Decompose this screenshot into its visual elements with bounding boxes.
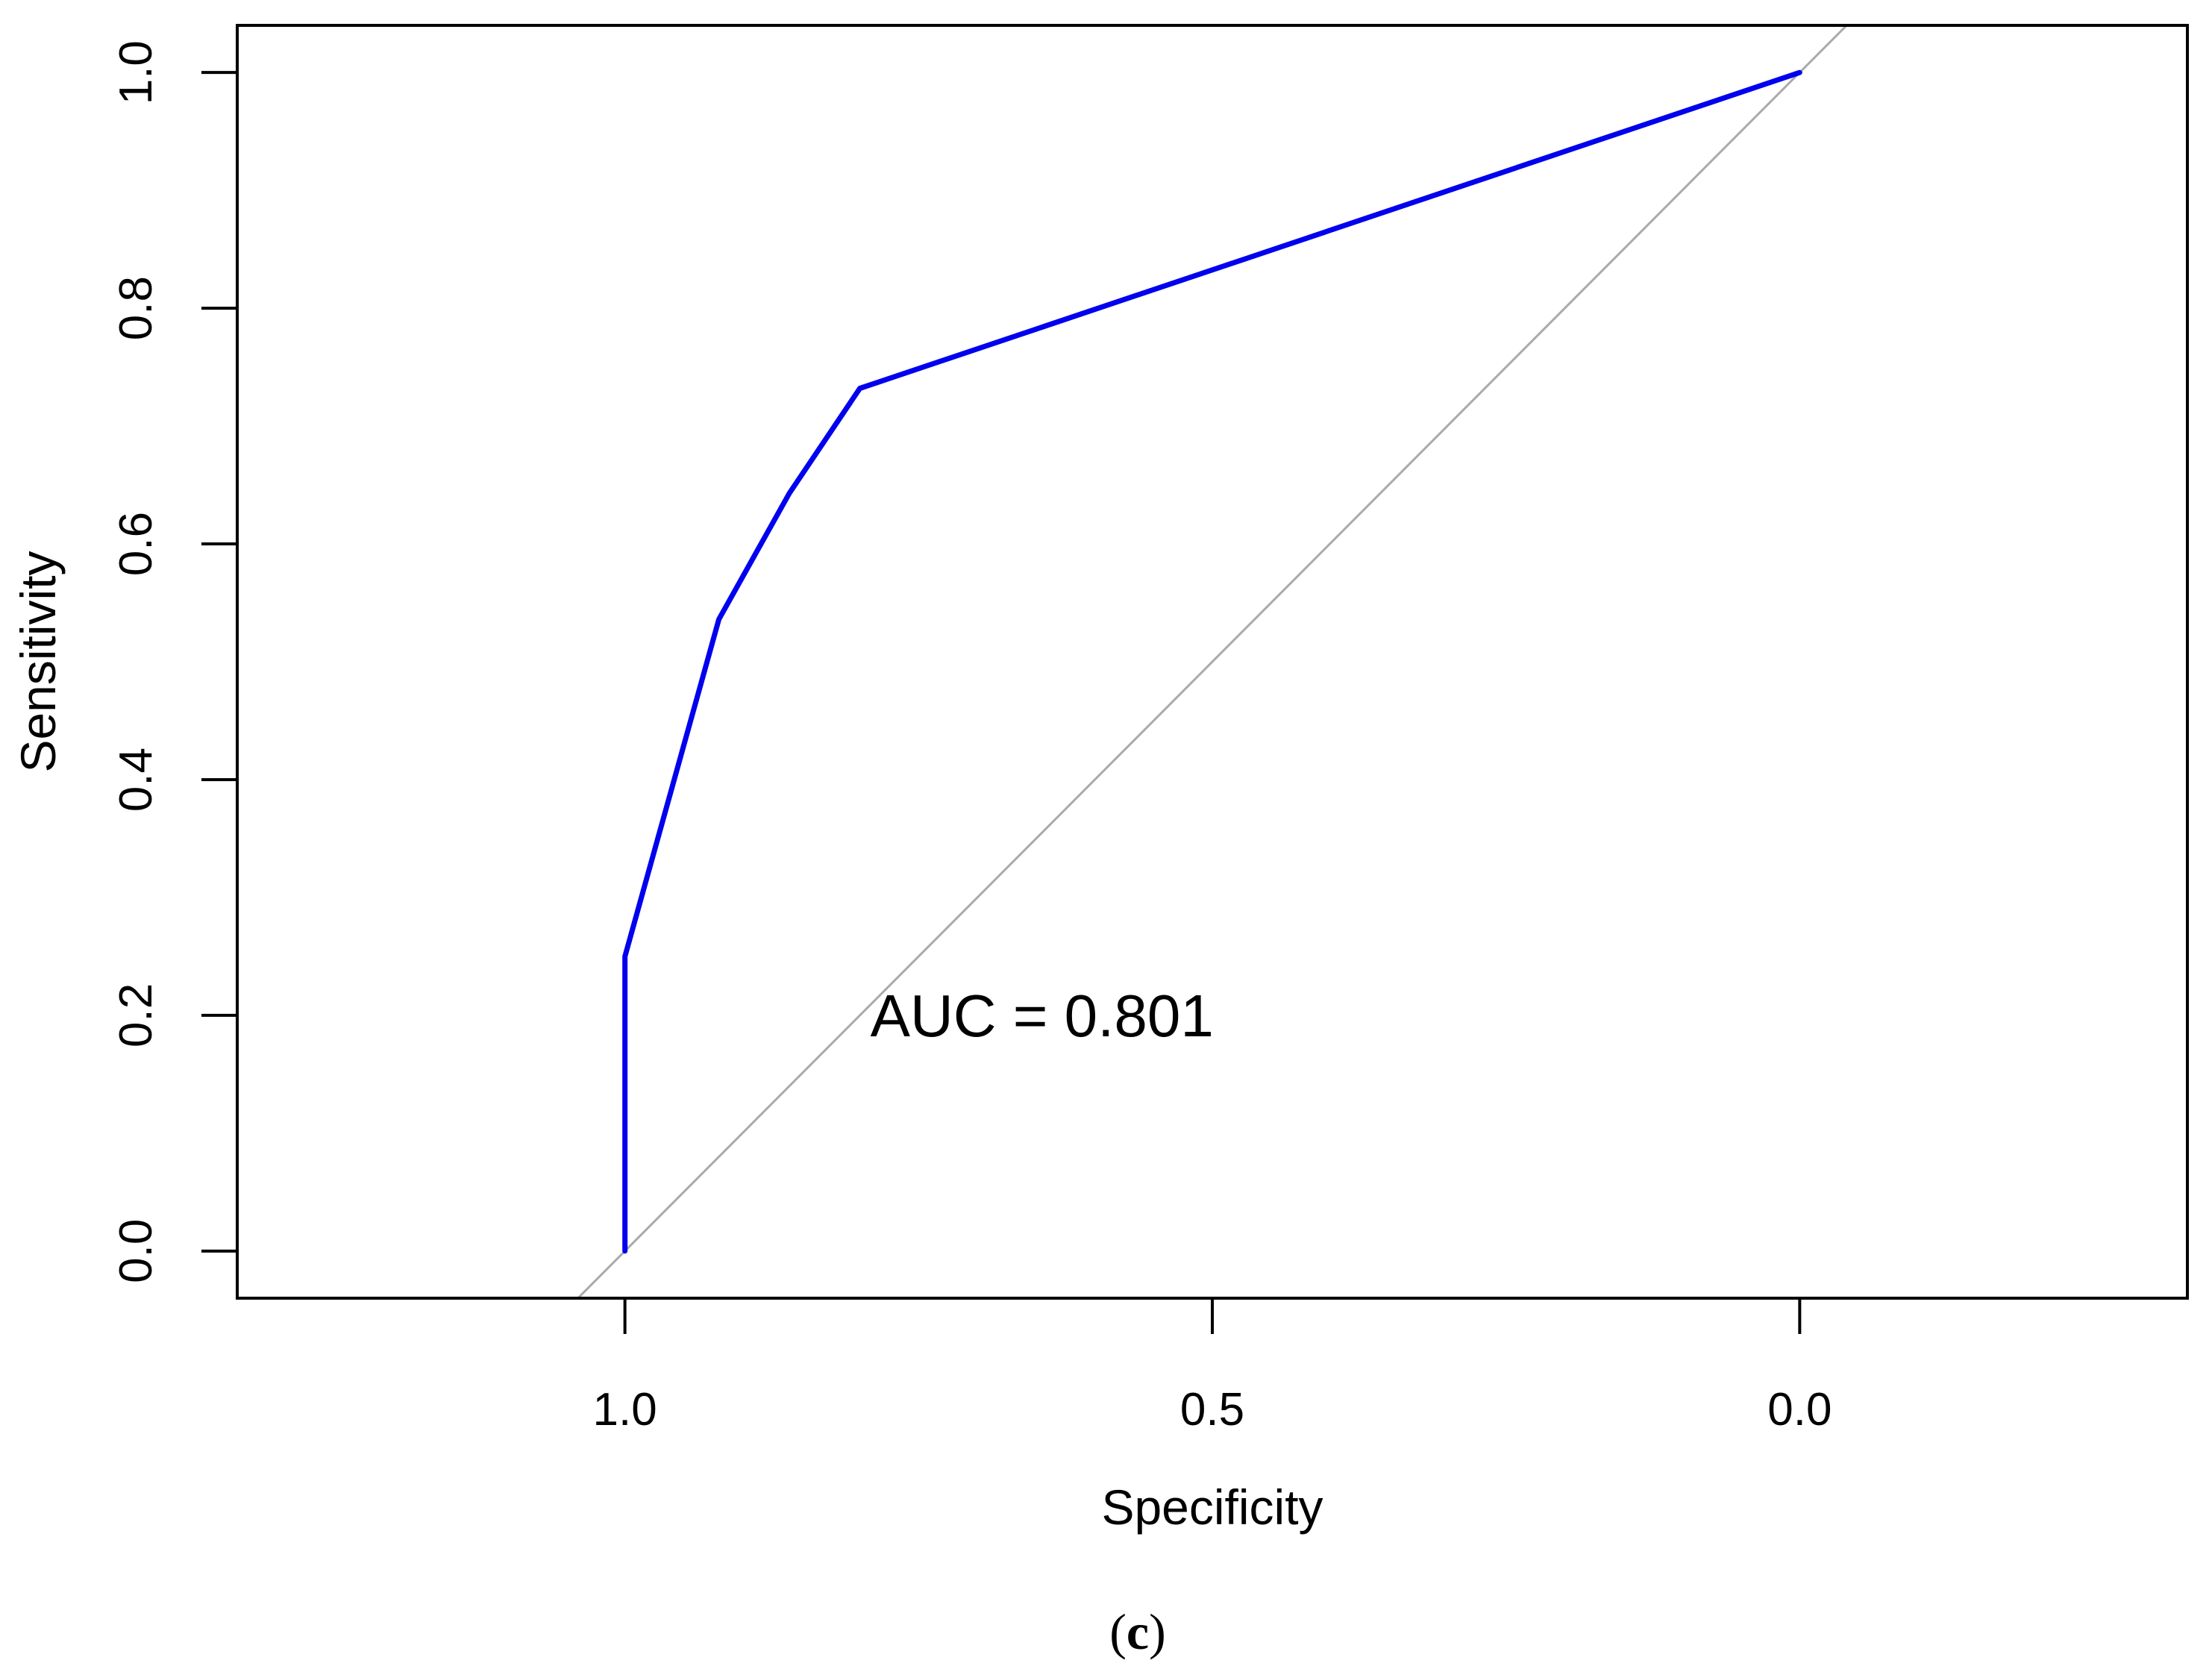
y-tick-label: 0.4	[110, 748, 162, 812]
y-tick-label: 1.0	[110, 40, 162, 104]
y-tick-label: 0.6	[110, 512, 162, 576]
panel-label-open: (	[1109, 1603, 1127, 1660]
y-tick-label: 0.2	[110, 983, 162, 1047]
y-axis: 0.0 0.2 0.4 0.6 0.8 1.0	[110, 40, 237, 1283]
y-axis-title: Sensitivity	[10, 551, 66, 772]
x-tick-label: 1.0	[593, 1384, 657, 1435]
panel-label-letter: c	[1127, 1603, 1149, 1660]
x-axis: 1.0 0.5 0.0	[593, 1298, 1832, 1435]
y-tick-label: 0.8	[110, 276, 162, 340]
roc-curve-line	[622, 69, 1802, 1254]
x-tick-label: 0.5	[1180, 1384, 1244, 1435]
y-tick-label: 0.0	[110, 1219, 162, 1283]
panel-label-close: )	[1149, 1603, 1166, 1660]
x-tick-label: 0.0	[1767, 1384, 1832, 1435]
auc-annotation: AUC = 0.801	[871, 983, 1214, 1049]
panel-label: (c)	[1109, 1603, 1166, 1660]
series-layer	[622, 69, 1802, 1254]
reference-diagonal-line	[576, 25, 1849, 1298]
reference-line-layer	[576, 25, 1849, 1298]
x-axis-title: Specificity	[1101, 1479, 1323, 1535]
